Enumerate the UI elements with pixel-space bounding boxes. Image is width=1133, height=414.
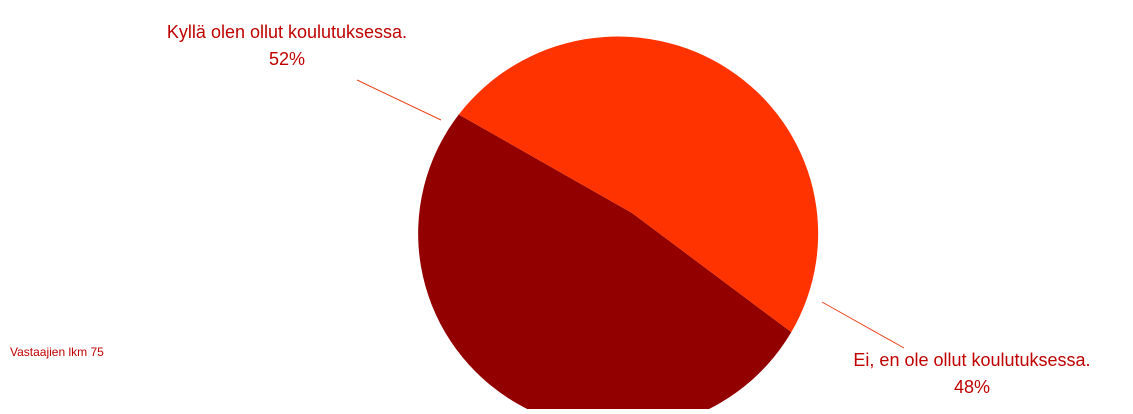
slice-label-1: Kyllä olen ollut koulutuksessa.	[167, 22, 407, 42]
slice-label-2: Ei, en ole ollut koulutuksessa.	[853, 350, 1090, 370]
slice-percent-label-1: 52%	[269, 49, 305, 69]
respondent-count-note: Vastaajien lkm 75	[10, 345, 104, 359]
pie-slice-2	[458, 36, 819, 333]
pie-slice-1	[418, 114, 792, 414]
leader-line-2	[821, 301, 905, 349]
slice-percent-label-2: 48%	[954, 377, 990, 397]
leader-line-1	[356, 79, 442, 121]
